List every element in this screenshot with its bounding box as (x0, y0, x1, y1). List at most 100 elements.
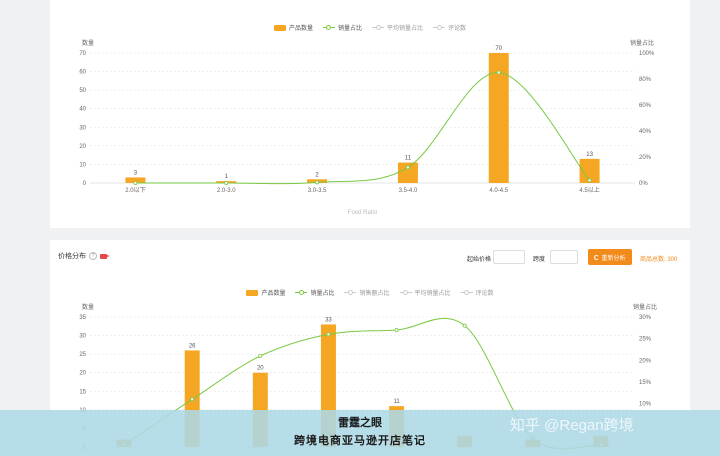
data-label: 1 (225, 174, 229, 180)
legend-item-revenue-share[interactable]: 销售额占比 (344, 288, 390, 297)
data-label: 33 (325, 317, 332, 323)
y-right-tick-label: 10% (639, 402, 652, 408)
x-tick-label: 4.0-4.5 (489, 188, 508, 194)
line-point (405, 165, 410, 170)
caption-banner: 雷霆之眼 跨境电商亚马逊开店笔记 (0, 410, 720, 456)
legend-item-product-count[interactable]: 产品数量 (273, 23, 313, 32)
legend-item-avg-sales-share[interactable]: 平均销量占比 (399, 288, 451, 297)
x-axis-title: Food Ratio (348, 210, 378, 216)
data-label: 11 (393, 399, 400, 405)
video-icon[interactable] (100, 253, 110, 259)
legend-label: 平均销量占比 (387, 26, 424, 32)
watermark: 知乎 @Regan跨境 (510, 417, 634, 434)
y-right-tick-label: 80% (639, 77, 652, 83)
legend-bar-swatch (273, 24, 286, 31)
legend-line-swatch (399, 290, 412, 296)
y-tick-label: 20 (79, 144, 86, 150)
legend-item-review-count[interactable]: 评论数 (433, 23, 466, 32)
data-label: 70 (495, 46, 502, 52)
x-tick-label: 4.5以上 (579, 186, 599, 194)
data-label: 11 (405, 156, 412, 162)
reanalyze-button[interactable]: 重新分析 (588, 249, 632, 265)
y-tick-label: 0 (83, 181, 87, 187)
legend-label: 销量占比 (310, 291, 335, 297)
help-icon[interactable]: ? (89, 252, 97, 260)
y-right-tick-label: 60% (639, 103, 652, 109)
legend-line-swatch (372, 25, 384, 31)
legend-line-swatch (322, 25, 335, 31)
data-label: 2 (315, 172, 319, 178)
right-axis-title: 销量占比 (630, 41, 655, 47)
series-line (135, 71, 590, 185)
legend-label: 评论数 (448, 26, 467, 32)
y-right-tick-label: 20% (639, 155, 652, 161)
y-tick-label: 40 (79, 107, 86, 113)
bar (125, 177, 146, 183)
legend-label: 评论数 (475, 291, 494, 297)
y-right-tick-label: 30% (639, 315, 652, 321)
legend-item-avg-sales-share[interactable]: 平均销量占比 (372, 23, 423, 32)
y-tick-label: 10 (79, 162, 86, 168)
x-tick-label: 3.5-4.0 (399, 188, 418, 194)
section-title-text: 价格分布 (58, 253, 86, 260)
legend-line-swatch (344, 290, 357, 296)
data-label: 20 (257, 366, 264, 372)
y-right-tick-label: 100% (639, 51, 655, 57)
right-axis-title: 销量占比 (633, 305, 658, 311)
line-point (587, 178, 592, 183)
y-tick-label: 25 (79, 352, 86, 358)
line-point (190, 397, 195, 402)
line-point (224, 180, 229, 185)
legend-line-swatch (295, 290, 308, 296)
line-point (496, 70, 501, 75)
legend-item-sales-share[interactable]: 销量占比 (322, 23, 362, 32)
legend-label: 销量占比 (337, 26, 362, 32)
legend-item-review-count[interactable]: 评论数 (460, 288, 494, 297)
line-point (315, 180, 320, 185)
y-tick-label: 20 (79, 371, 86, 377)
x-tick-label: 2.0以下 (125, 187, 145, 194)
bar (579, 158, 600, 183)
line-point (462, 323, 467, 328)
legend-item-sales-share[interactable]: 销量占比 (295, 288, 334, 297)
reanalyze-label: 重新分析 (601, 255, 626, 262)
y-tick-label: 70 (79, 51, 86, 57)
data-label: 3 (134, 170, 138, 176)
y-right-tick-label: 40% (639, 129, 652, 135)
rating-distribution-card: 产品数量 销量占比 平均销量占比 评论数 数量 销量占比 0 10 20 30 40 50… (50, 0, 690, 228)
y-right-tick-label: 20% (639, 358, 652, 364)
legend-label: 销售额占比 (359, 291, 390, 297)
data-label: 13 (586, 152, 593, 158)
x-tick-label: 2.0-3.0 (217, 188, 236, 194)
bottom-chart-legend: 产品数量 销量占比 销售额占比 平均销量占比 评论数 (50, 288, 690, 297)
y-tick-label: 30 (79, 334, 86, 340)
y-right-tick-label: 15% (639, 380, 652, 386)
price-toolbar: 价格分布 ? 起始价格 跨度 重新分析 商品总数: 300 (50, 240, 690, 270)
y-right-tick-label: 25% (639, 337, 652, 343)
y-right-tick-label: 0% (639, 181, 648, 187)
y-tick-label: 35 (79, 315, 86, 321)
legend-bar-swatch (246, 289, 259, 296)
start-price-input[interactable] (493, 250, 525, 264)
total-products-label: 商品总数: 300 (640, 257, 678, 263)
refresh-icon (594, 254, 600, 260)
bar (488, 53, 509, 183)
y-tick-label: 50 (79, 88, 86, 94)
bar (397, 162, 418, 183)
line-point (133, 180, 138, 185)
line-point (394, 328, 399, 333)
span-input[interactable] (550, 250, 578, 264)
banner-subtitle: 跨境电商亚马逊开店笔记 (294, 434, 426, 447)
span-label: 跨度 (533, 257, 546, 263)
top-chart-svg: 0 10 20 30 40 50 60 70 0% 20% 40% 60% 80% 100% 3 2.0以下 1… (79, 46, 655, 216)
legend-line-swatch (433, 25, 446, 31)
legend-item-product-count[interactable]: 产品数量 (246, 288, 285, 297)
top-chart-legend: 产品数量 销量占比 平均销量占比 评论数 (50, 23, 690, 32)
legend-label: 产品数量 (288, 26, 313, 32)
section-title: 价格分布 ? (58, 251, 110, 261)
x-tick-label: 3.0-3.5 (308, 188, 327, 194)
legend-label: 平均销量占比 (414, 291, 451, 297)
legend-line-swatch (460, 290, 473, 296)
y-tick-label: 30 (79, 125, 86, 131)
left-axis-title: 数量 (82, 41, 95, 47)
